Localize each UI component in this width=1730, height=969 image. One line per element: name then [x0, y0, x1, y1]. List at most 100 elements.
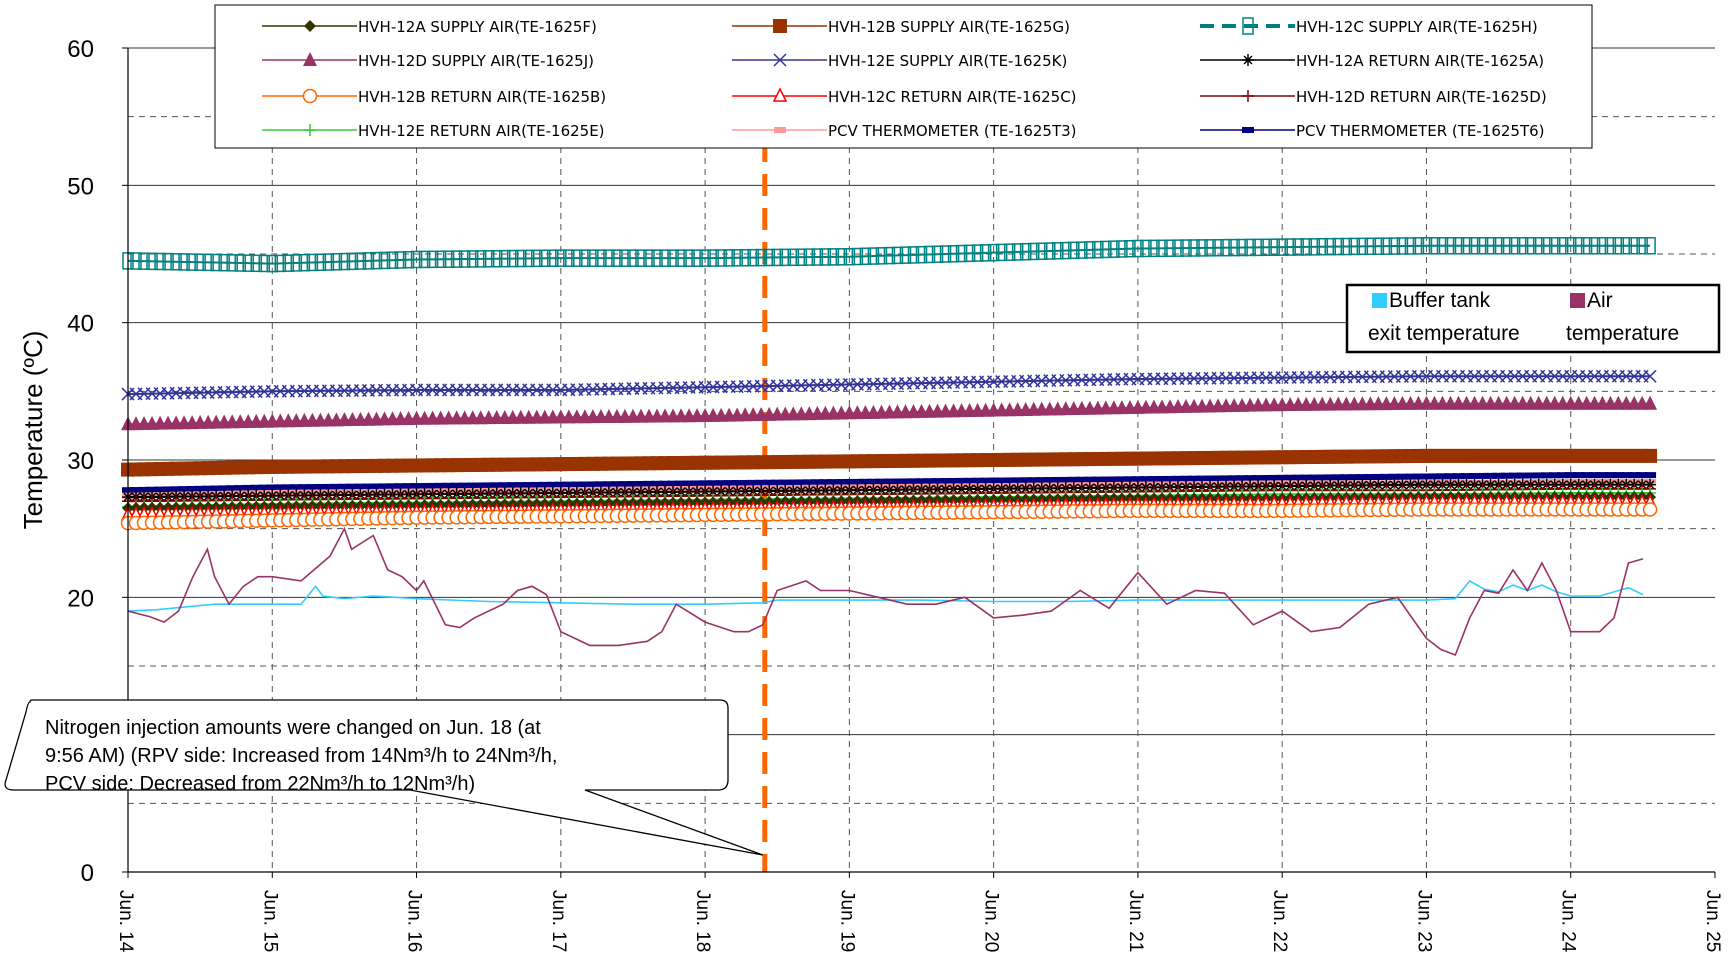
data-point	[1460, 473, 1473, 480]
data-point	[675, 249, 687, 267]
data-point	[130, 487, 143, 494]
data-point	[234, 254, 246, 272]
data-point	[1484, 237, 1497, 255]
legend-entry: HVH-12E RETURN AIR(TE-1625E)	[262, 122, 605, 140]
data-point	[634, 480, 647, 487]
data-point	[771, 248, 783, 267]
data-point	[715, 249, 727, 267]
data-point	[234, 485, 247, 492]
data-point	[1532, 237, 1545, 255]
data-point	[947, 477, 960, 484]
data-point	[450, 482, 463, 489]
legend-entry: HVH-12C SUPPLY AIR(TE-1625H)	[1200, 17, 1538, 36]
data-point	[1011, 477, 1024, 484]
data-point	[1492, 472, 1505, 479]
data-point	[330, 253, 343, 271]
data-point	[1051, 476, 1064, 483]
data-point	[274, 484, 287, 491]
data-point	[402, 483, 415, 490]
data-point	[242, 254, 254, 272]
data-point	[1043, 477, 1056, 484]
legend-entry: HVH-12C RETURN AIR(TE-1625C)	[732, 87, 1077, 106]
data-point	[587, 249, 599, 267]
series-layer	[120, 237, 1658, 657]
data-point	[498, 249, 511, 268]
data-point	[194, 253, 206, 271]
data-point	[1364, 237, 1377, 256]
data-point	[547, 249, 559, 267]
data-point	[803, 479, 816, 486]
data-point	[779, 248, 791, 267]
data-point	[1092, 240, 1104, 259]
data-point	[1380, 237, 1393, 255]
series-buffer-tank-exit-temperature	[127, 579, 1644, 612]
data-point	[1204, 239, 1216, 257]
legend-marker	[1242, 90, 1254, 102]
data-point	[995, 243, 1008, 262]
data-point	[1340, 237, 1353, 256]
legend2-box	[1345, 283, 1721, 354]
data-point	[1100, 240, 1112, 259]
data-point	[266, 254, 279, 273]
data-point	[987, 243, 1000, 262]
data-point	[907, 246, 920, 264]
data-point	[939, 478, 952, 485]
data-point	[154, 486, 167, 493]
data-point	[1396, 237, 1409, 255]
data-point	[1516, 472, 1529, 479]
x-tick-label: Jun. 25	[1702, 890, 1723, 952]
data-point	[683, 249, 695, 267]
data-point	[178, 253, 190, 271]
data-point	[699, 249, 711, 267]
data-point	[434, 482, 447, 489]
y-tick-label: 0	[81, 860, 94, 887]
data-point	[1596, 237, 1609, 255]
x-tick-label: Jun. 23	[1413, 890, 1434, 952]
data-point	[1300, 474, 1313, 481]
data-point	[306, 253, 319, 272]
data-point	[202, 253, 214, 272]
data-point	[1564, 237, 1577, 255]
callout-text-line: 9:56 AM) (RPV side: Increased from 14Nm³…	[45, 745, 557, 767]
data-point	[603, 249, 615, 267]
data-point	[1300, 238, 1312, 256]
data-point	[1636, 237, 1648, 255]
x-tick-label: Jun. 17	[548, 890, 569, 952]
data-point	[923, 478, 936, 485]
data-point	[370, 251, 383, 270]
data-point	[1364, 474, 1377, 481]
data-point	[482, 250, 495, 268]
data-point	[314, 484, 327, 491]
legend-marker	[304, 124, 316, 136]
legend-entry: HVH-12A SUPPLY AIR(TE-1625F)	[262, 18, 597, 36]
data-point	[162, 486, 175, 493]
x-tick-label: Jun. 24	[1558, 890, 1579, 953]
data-point	[1388, 473, 1401, 480]
data-point	[963, 477, 976, 484]
data-point	[346, 252, 359, 271]
data-point	[523, 249, 535, 268]
data-point	[651, 249, 663, 267]
data-point	[186, 253, 198, 271]
data-point	[971, 477, 984, 484]
data-point	[883, 478, 896, 485]
data-point	[378, 483, 391, 490]
data-point	[226, 254, 238, 272]
data-point	[979, 477, 992, 484]
data-point	[1027, 242, 1040, 261]
data-point	[1075, 476, 1088, 483]
data-point	[627, 249, 639, 267]
data-point	[1083, 476, 1096, 483]
data-point	[530, 481, 543, 488]
series-line	[127, 526, 1644, 657]
x-tick-label: Jun. 15	[259, 890, 280, 952]
data-point	[851, 247, 864, 266]
data-point	[787, 248, 800, 267]
data-point	[723, 249, 735, 267]
data-point	[1628, 237, 1640, 255]
data-point	[779, 479, 792, 486]
data-point	[867, 478, 880, 485]
data-point	[1620, 237, 1633, 255]
data-point	[1284, 238, 1296, 256]
data-point	[675, 480, 688, 487]
